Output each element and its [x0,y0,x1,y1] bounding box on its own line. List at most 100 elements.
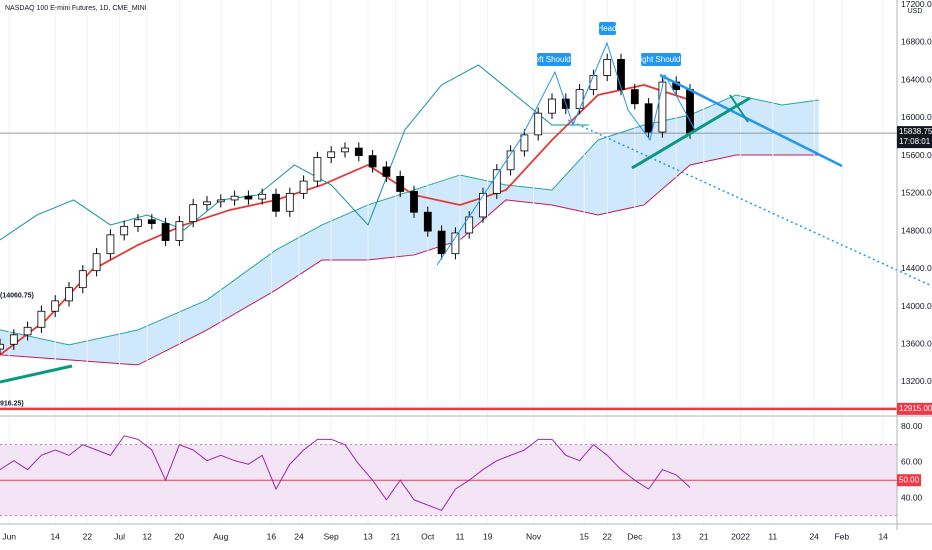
plot [0,53,897,512]
candle-body [492,169,501,194]
candle-body [230,195,239,201]
support-trend [0,364,73,384]
annotation-box [599,22,616,35]
candle-body [658,81,667,133]
support-label: 12915.00 [899,404,932,413]
candle-body [258,193,267,200]
x-tick-label: 20 [175,531,185,541]
candle-body [92,253,101,272]
x-tick-label: 11 [456,531,465,541]
candle-body [78,270,87,289]
x-tick-label: 15 [579,531,589,541]
candle-body [120,225,129,236]
left-label: 916.25) [0,401,24,408]
last-price-time: 17:08:01 [899,137,931,146]
x-tick-label: 19 [483,531,493,541]
x-tick-label: 14 [878,531,888,541]
candle-body [37,310,46,328]
neckline [631,96,751,170]
candle-body [479,192,487,218]
y-tick-label: 14400.00 [901,263,932,273]
y-tick-label: 16800.00 [901,37,932,47]
x-tick-label: 24 [294,531,304,541]
candle-body [534,112,543,136]
y-tick-label: 14000.00 [901,301,932,311]
x-tick-label: Oct [421,531,435,541]
x-tick-label: Sep [324,531,339,541]
rsi-tick-label: 80.00 [901,421,923,431]
rsi-mid-bg [897,474,921,487]
candle-body [410,191,418,213]
x-tick-label: 24 [809,531,819,541]
trend-line-dotted [567,119,932,287]
last-price-label: 15838.75 [899,127,932,136]
y-tick-label: 13200.00 [901,376,932,386]
candle-body [161,223,170,241]
x-tick-label: Nov [526,531,542,541]
rsi-line [0,435,691,512]
candle-body [134,219,142,227]
x-tick-label: 22 [602,531,612,541]
rsi-mid-label: 50.00 [899,475,920,484]
price-label-bg [897,126,932,149]
cloud [0,94,819,365]
candle-body [451,232,460,255]
trend-line [659,73,843,168]
candle-body [382,166,391,177]
y-tick-label: 17200.00 [901,0,932,9]
y-tick-label: 15200.00 [901,188,932,198]
candle-body [368,155,377,168]
currency: USD [908,8,923,15]
candle-body [327,151,336,158]
rsi-tick-label: 40.00 [901,492,923,502]
candle-body [272,193,280,212]
x-tick-label: 21 [391,531,401,541]
candle-body [617,59,625,91]
x-tick-label: 13 [671,531,681,541]
candle-body [354,147,363,157]
candle-body [203,201,211,206]
indicator-line [0,64,589,241]
candle-body [9,334,18,345]
rsi-tick-label: 60.00 [901,457,923,467]
candle-body [147,219,156,224]
grid [0,0,897,524]
x-tick-label: Aug [213,531,228,541]
candle-body [313,157,322,182]
x-tick-label: 22 [83,531,93,541]
candle-body [244,195,253,200]
candle-body [23,326,32,336]
annotation-box [641,53,681,66]
candle-body [423,211,432,232]
x-tick-label: 12 [142,531,152,541]
y-tick-label: 13600.00 [901,339,932,349]
y-tick-label: 16000.00 [901,112,932,122]
candle-body [548,98,556,114]
candle-body [630,89,639,105]
annotation: Left Shoulder [530,55,578,64]
candle-body [106,234,115,255]
candle-body [603,59,612,76]
x-tick-label: Dec [627,531,643,541]
y-tick-label: 15600.00 [901,150,932,160]
left-label: (14060.75) [0,293,34,300]
y-tick-label: 14800.00 [901,225,932,235]
candle-body [644,103,653,133]
chart-title: NASDAQ 100 E-mini Futures, 1D, CME_MINI [5,5,147,12]
y-tick-label: 16400.00 [901,74,932,84]
candle-body [341,147,349,153]
candle-body [175,221,184,241]
candle-body [285,192,294,212]
x-tick-label: 16 [267,531,277,541]
x-tick-label: Jun [2,531,16,541]
candle-body [506,150,515,171]
annotation: Right Shoulder [635,55,688,64]
annotations: Left Shoulder Head Right Shoulder [530,22,688,66]
support-label-bg [897,402,932,415]
x-tick-label: 21 [699,531,709,541]
candle-body [520,134,529,152]
candle-body [216,199,225,203]
x-tick-label: 11 [768,531,777,541]
x-tick-label: 13 [363,531,373,541]
